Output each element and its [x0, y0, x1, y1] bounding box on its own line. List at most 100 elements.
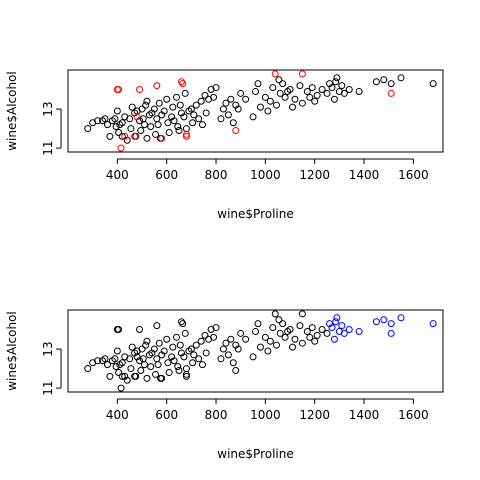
highlighted-data-point	[345, 326, 353, 334]
x-tick-label: 1200	[299, 168, 330, 182]
data-point	[190, 351, 198, 359]
data-point	[237, 329, 245, 337]
data-point	[232, 367, 240, 375]
y-axis-title: wine$Alcohol	[5, 311, 19, 391]
data-point	[137, 367, 145, 375]
data-point	[182, 125, 190, 133]
data-point	[318, 86, 326, 94]
data-point	[84, 365, 92, 373]
data-point	[189, 119, 197, 127]
data-point	[150, 345, 158, 353]
data-point	[429, 80, 437, 88]
x-tick-label: 1600	[398, 408, 429, 422]
data-point	[306, 93, 314, 101]
data-point	[242, 95, 250, 103]
data-point	[345, 86, 353, 94]
x-tick-label: 400	[106, 408, 129, 422]
data-point	[387, 80, 395, 88]
data-point	[138, 345, 146, 353]
data-point	[123, 376, 131, 384]
data-point	[276, 329, 284, 337]
highlighted-data-point	[429, 320, 437, 328]
data-point	[279, 320, 287, 328]
y-tick-label: 13	[41, 101, 55, 116]
data-point	[313, 91, 321, 99]
data-point	[160, 107, 168, 115]
highlighted-data-point	[133, 113, 141, 121]
data-point	[111, 115, 119, 123]
highlighted-data-point	[115, 86, 123, 94]
data-point	[252, 87, 259, 95]
data-point	[291, 335, 299, 343]
data-point	[127, 365, 135, 373]
data-point	[202, 349, 210, 357]
data-point	[252, 327, 259, 335]
data-point	[272, 341, 280, 349]
highlighted-data-point	[177, 78, 185, 86]
data-point	[136, 357, 144, 365]
data-point	[170, 357, 178, 365]
data-point	[142, 341, 150, 349]
highlighted-data-point	[121, 132, 129, 140]
x-axis-title: wine$Proline	[217, 207, 293, 221]
plot-frame	[67, 309, 444, 393]
highlighted-data-point	[153, 82, 161, 90]
data-point	[281, 93, 289, 101]
highlighted-data-point	[332, 318, 340, 326]
data-point	[234, 105, 242, 113]
data-point	[101, 355, 109, 363]
y-axis-title: wine$Alcohol	[5, 71, 19, 151]
data-point	[202, 109, 210, 117]
data-point	[174, 123, 182, 131]
data-point	[176, 341, 184, 349]
data-point	[261, 333, 269, 341]
data-point	[155, 339, 163, 347]
data-point	[118, 372, 126, 380]
highlighted-data-point	[182, 130, 190, 138]
data-point	[201, 331, 209, 339]
data-point	[182, 372, 190, 380]
data-point	[318, 326, 326, 334]
highlighted-data-point	[271, 70, 279, 78]
data-point	[182, 370, 190, 378]
highlighted-data-point	[372, 318, 380, 326]
data-point	[289, 103, 297, 111]
data-point	[303, 327, 311, 335]
data-point	[249, 353, 257, 361]
highlighted-data-point	[387, 329, 395, 337]
x-tick-label: 1400	[349, 168, 380, 182]
data-point	[298, 99, 306, 107]
highlighted-data-point	[333, 314, 341, 322]
data-point	[187, 345, 195, 353]
y-tick-label: 11	[41, 380, 55, 395]
data-point	[311, 337, 319, 345]
data-point	[164, 359, 172, 367]
data-point	[152, 130, 160, 138]
data-point	[147, 123, 155, 131]
highlighted-data-point	[158, 134, 166, 142]
data-point	[271, 310, 279, 318]
data-point	[154, 121, 162, 129]
data-point	[179, 320, 187, 328]
y-tick-label: 11	[41, 140, 55, 155]
data-point	[163, 335, 171, 343]
data-point	[173, 93, 181, 101]
data-point	[158, 374, 166, 382]
highlighted-data-point	[117, 144, 125, 152]
data-point	[177, 318, 185, 326]
data-point	[165, 368, 173, 376]
data-point	[340, 89, 348, 97]
data-point	[143, 374, 151, 382]
data-point	[165, 128, 173, 136]
data-point	[169, 343, 177, 351]
data-point	[229, 359, 237, 367]
data-point	[323, 329, 331, 337]
data-point	[152, 370, 160, 378]
data-point	[175, 367, 183, 375]
highlighted-data-point	[136, 86, 144, 94]
data-point	[222, 339, 230, 347]
data-point	[269, 324, 277, 332]
data-point	[229, 119, 237, 127]
x-tick-label: 600	[155, 408, 178, 422]
